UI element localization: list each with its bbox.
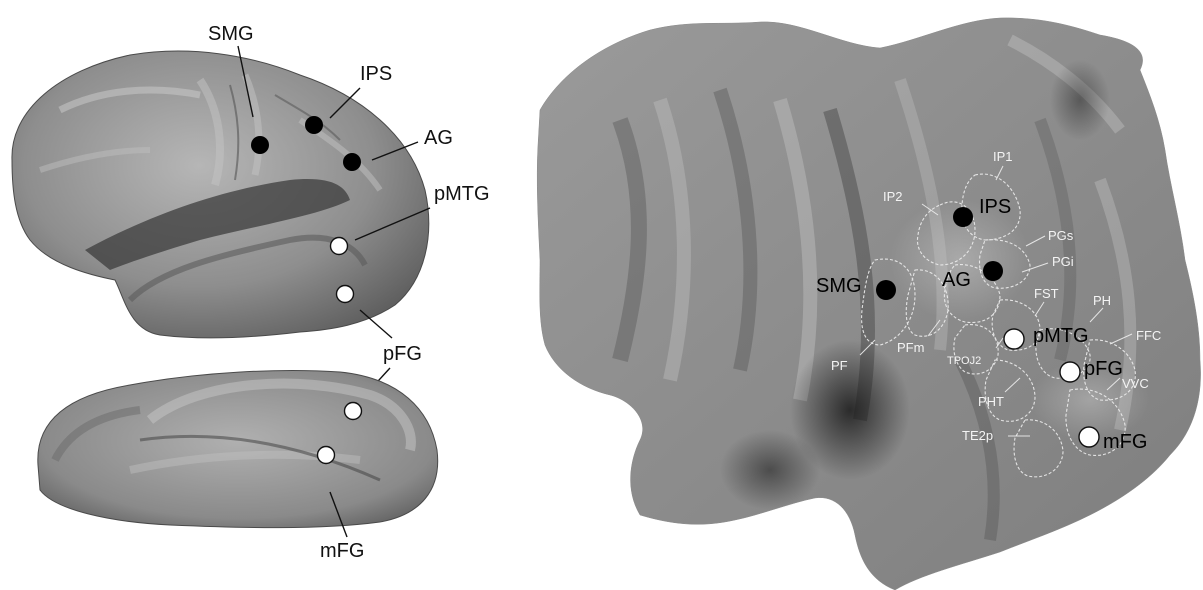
parcel-boundary-pf — [861, 258, 916, 346]
parcel-boundary-ph — [1035, 328, 1091, 379]
flat-map-sulcus — [954, 357, 1000, 541]
parcel-label-ph: PH — [1093, 293, 1111, 308]
flat-pmtg-label: pMTG — [1033, 325, 1089, 347]
pfg-label: pFG — [383, 343, 422, 365]
parcel-boundary-tpoj2 — [953, 324, 999, 375]
flat-mfg-marker — [1078, 426, 1100, 448]
parcel-label-tpoj2: TPOJ2 — [947, 355, 981, 367]
flat-map-gyrus — [773, 97, 818, 402]
flat-map-dark-region — [1050, 60, 1110, 140]
pmtg-marker — [329, 236, 349, 256]
flat-smg-label: SMG — [816, 275, 862, 297]
pht-leader — [1004, 377, 1021, 393]
ag-label: AG — [424, 127, 453, 149]
parcel-label-fst: FST — [1034, 286, 1059, 301]
sylvian-fissure — [85, 179, 350, 270]
parcel-label-pf: PF — [831, 358, 848, 373]
gyrus-ridge — [241, 73, 263, 176]
parcel-boundary-vvc — [1065, 388, 1126, 456]
flat-map-sulcus — [1034, 117, 1077, 362]
flat-map-dark-region — [790, 340, 910, 480]
parcel-label-ip1: IP1 — [993, 149, 1013, 164]
sulcus-line — [274, 94, 341, 141]
pfg-leader-line-upper — [359, 309, 393, 339]
parcel-label-ip2: IP2 — [883, 189, 903, 204]
flat-cortical-map: IPS AG SMG pMTG pFG mFG IP1 IP2 PGs PGi … — [536, 17, 1201, 590]
parcel-label-vvc: VVC — [1122, 376, 1149, 391]
lateral-brain-view: SMG IPS AG pMTG pFG — [11, 23, 490, 393]
pfg-ventral-marker — [343, 401, 363, 421]
flat-map-sulcus — [612, 117, 647, 362]
flat-map-sulcus — [713, 87, 758, 372]
ventral-brain-view: mFG — [37, 370, 439, 562]
pfm-leader — [927, 319, 941, 337]
flat-smg-marker — [876, 280, 896, 300]
smg-leader-line — [237, 45, 254, 118]
parcel-label-pht: PHT — [978, 394, 1004, 409]
pgs-leader — [1025, 235, 1046, 247]
flat-mfg-label: mFG — [1103, 431, 1147, 453]
gyrus-ridge — [39, 147, 151, 173]
fst-leader — [1034, 301, 1045, 317]
parcel-leader-lines — [859, 165, 1133, 437]
ph-leader — [1089, 307, 1104, 323]
pmtg-leader-line — [354, 207, 431, 241]
ip2-leader — [921, 203, 939, 216]
ip1-leader — [995, 165, 1004, 181]
parcel-label-pfm: PFm — [897, 340, 924, 355]
flat-ips-marker — [953, 207, 973, 227]
gyrus-ridge — [58, 86, 201, 114]
ips-marker — [305, 116, 323, 134]
parcel-boundary-pfm — [905, 269, 949, 337]
flat-pfg-marker — [1059, 361, 1081, 383]
ag-leader-line — [371, 141, 419, 161]
flat-map-dark-region — [720, 430, 820, 510]
mfg-label: mFG — [320, 540, 364, 562]
pgi-leader — [1021, 262, 1049, 273]
pfg-lateral-marker — [335, 284, 355, 304]
parcel-boundary-ffc — [1083, 339, 1136, 401]
ips-label: IPS — [360, 63, 392, 85]
ventral-fold — [146, 378, 416, 452]
flat-pfg-label: pFG — [1084, 358, 1123, 380]
vvc-leader — [1106, 377, 1121, 391]
flat-ips-label: IPS — [979, 196, 1011, 218]
flat-ag-marker — [983, 261, 1003, 281]
smg-marker — [251, 136, 269, 154]
parcel-label-pgi: PGi — [1052, 254, 1074, 269]
parcel-boundary-te2p — [1013, 419, 1064, 478]
parcel-label-pgs: PGs — [1048, 228, 1074, 243]
parcel-label-ffc: FFC — [1136, 328, 1161, 343]
ips-leader-line — [329, 87, 361, 119]
ventral-sulcus — [139, 434, 381, 482]
parcel-label-te2p: TE2p — [962, 428, 993, 443]
flat-pmtg-marker — [1003, 328, 1025, 350]
flat-ag-label: AG — [942, 269, 971, 291]
pf-leader — [859, 339, 876, 356]
parcel-boundary-pgi — [943, 264, 1001, 324]
sulcus-line — [229, 84, 240, 181]
ag-marker — [343, 153, 361, 171]
gyrus-ridge — [196, 77, 224, 187]
lateral-brain-surface — [11, 50, 430, 339]
mfg-ventral-marker — [316, 445, 336, 465]
tpoj2-leader — [995, 337, 1004, 349]
ffc-leader — [1109, 333, 1133, 345]
ventral-edge-shade — [51, 406, 141, 462]
mfg-leader-line — [329, 491, 348, 538]
pmtg-label: pMTG — [434, 183, 490, 205]
flat-map-gyrus — [653, 97, 691, 382]
flat-map-light-region — [890, 200, 1030, 320]
smg-label: SMG — [208, 23, 254, 45]
flat-map-light-region — [1030, 360, 1150, 440]
parcel-boundary-pgs — [978, 239, 1031, 289]
